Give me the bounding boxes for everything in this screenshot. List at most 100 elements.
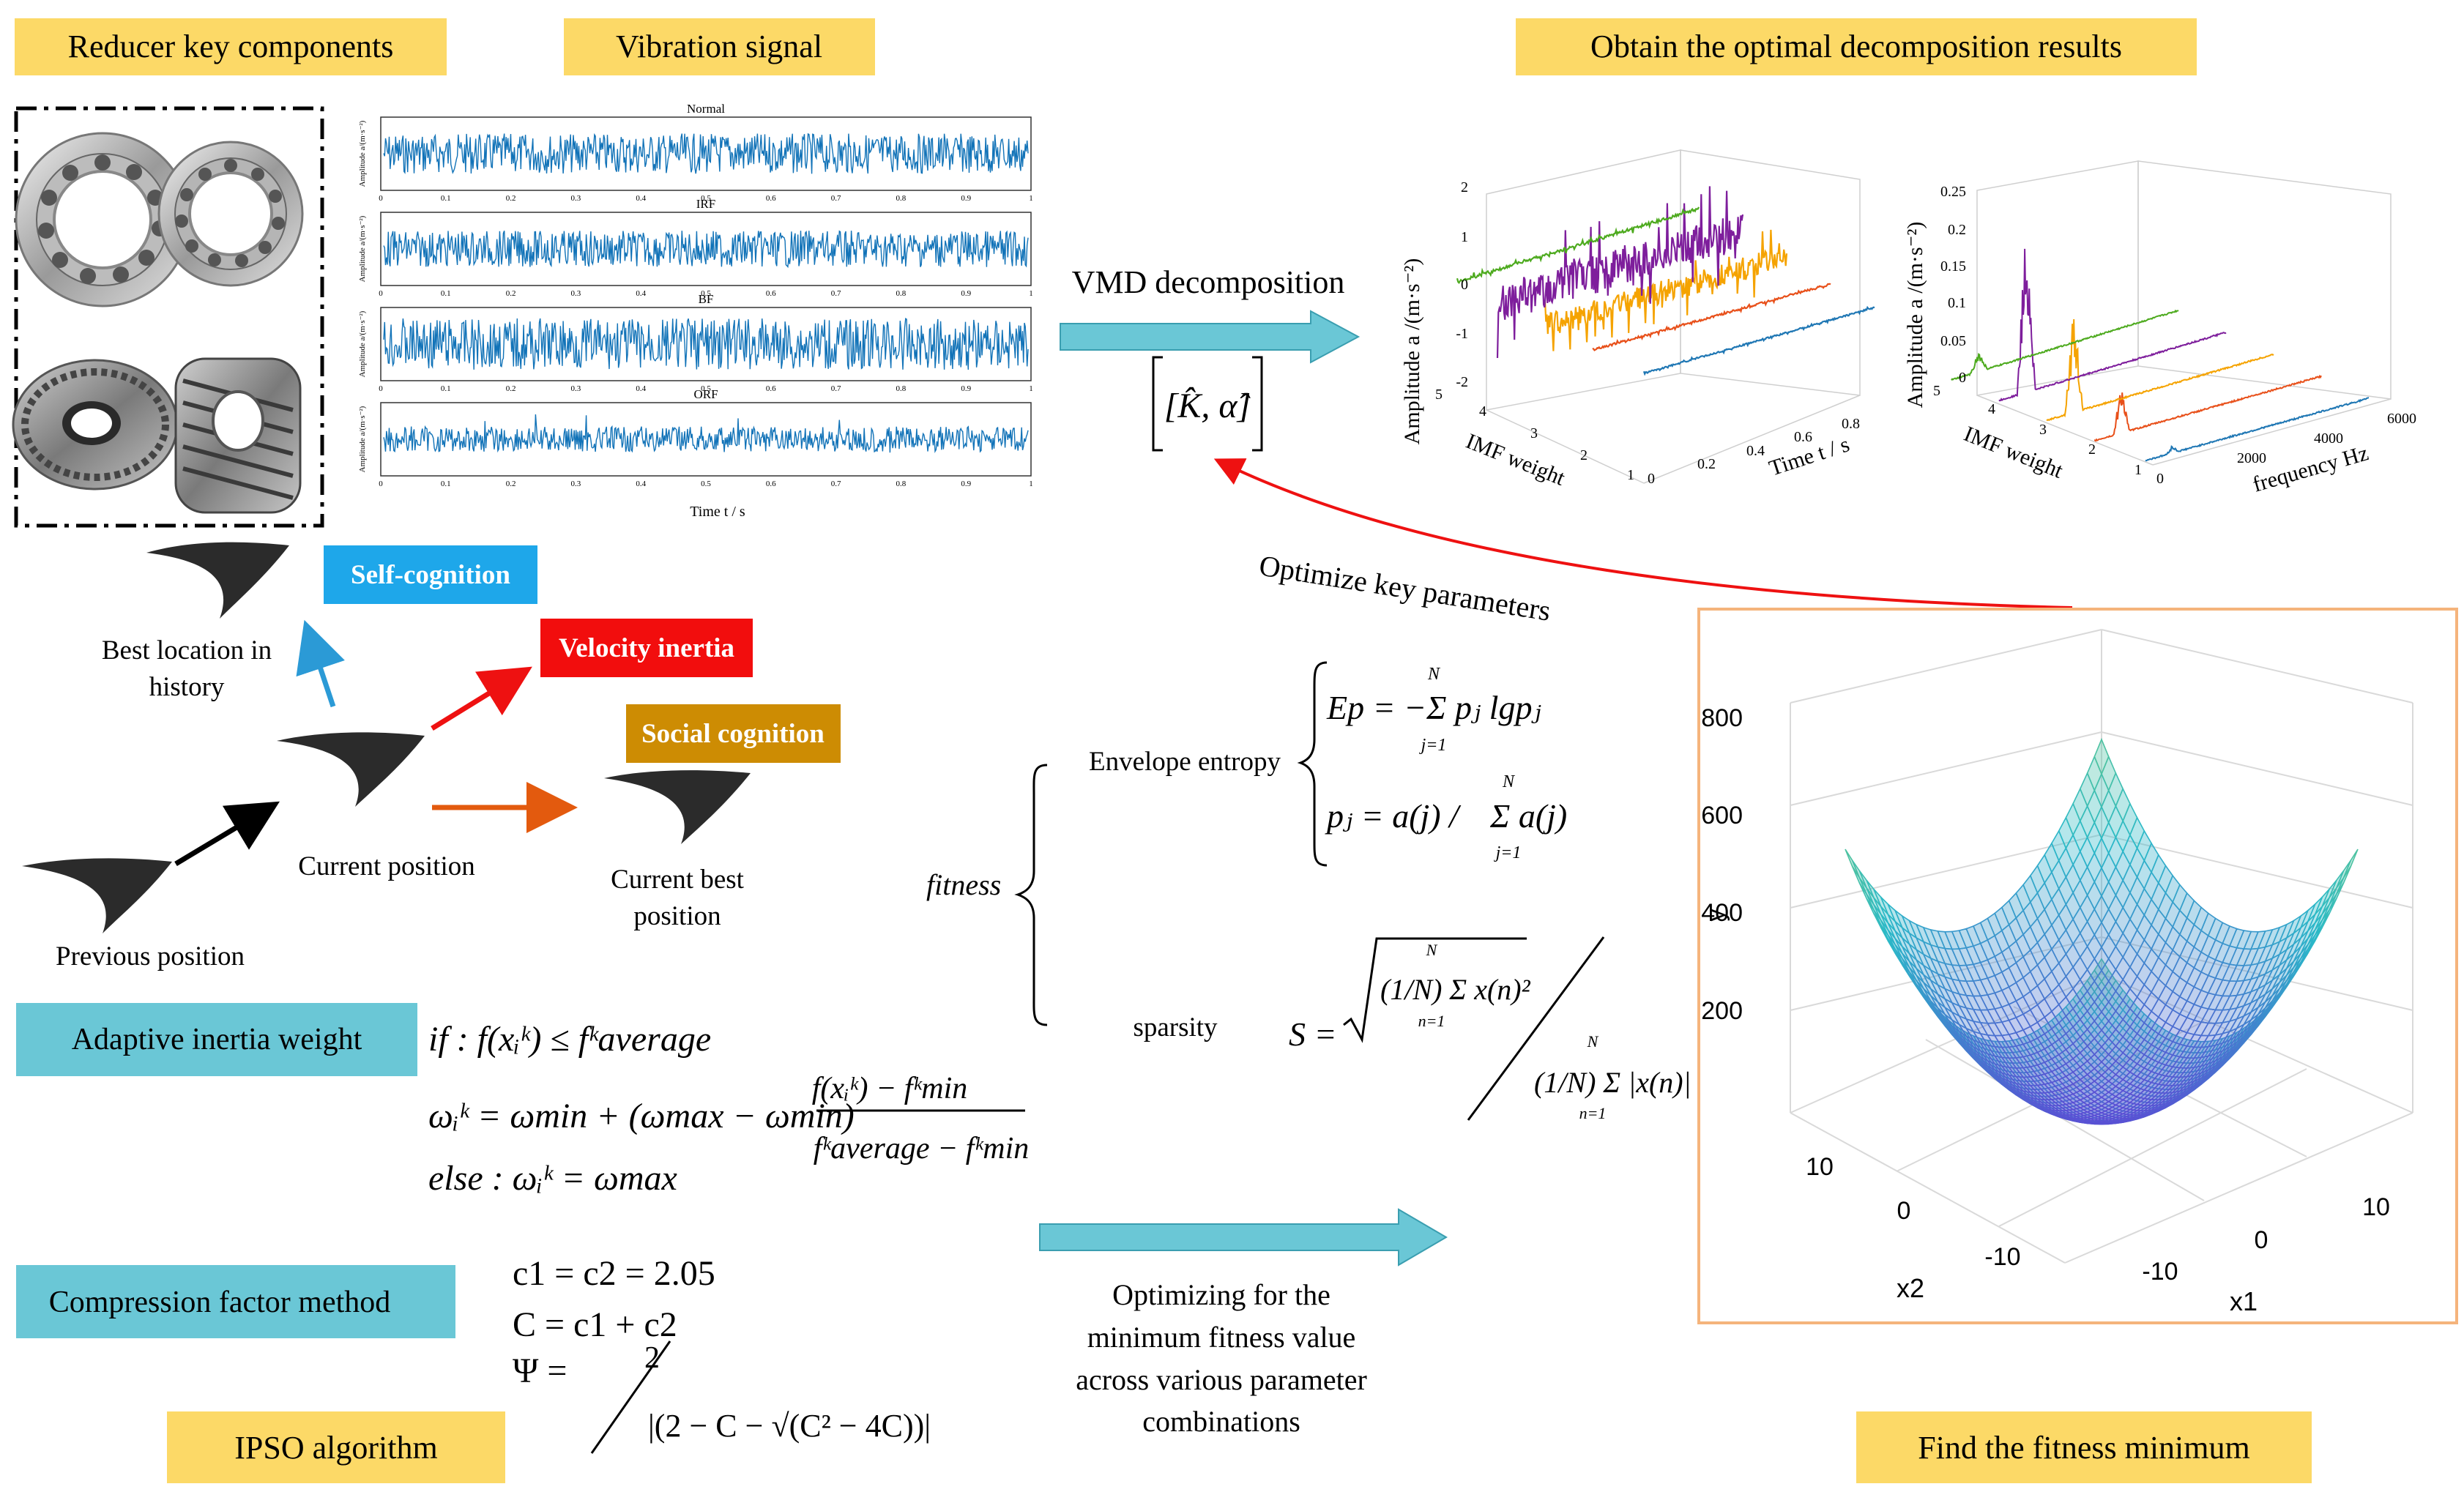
sparsity-denominator: (1/N) Σ |x(n)| — [1534, 1066, 1691, 1099]
bracket-right — [1252, 356, 1263, 452]
signal-panel-title: Normal — [687, 102, 725, 116]
surface-plot-panel: 800 600 400 200 -10 0 10 10 0 -10 y x2 x… — [1697, 608, 2458, 1324]
signal-panel-title: BF — [699, 292, 714, 306]
sparsity-label: sparsity — [1133, 1012, 1218, 1042]
adaptive-fraction-denominator: fᵏaverage − fᵏmin — [814, 1132, 1030, 1165]
surface-x2-tick: -10 — [1984, 1243, 2020, 1271]
signal-x-tick: 0.1 — [441, 194, 451, 203]
signal-x-tick: 0 — [379, 384, 383, 393]
bearing-small — [157, 141, 304, 287]
velocity-inertia-label: Velocity inertia — [559, 633, 734, 663]
imf-time-imf-tick: 5 — [1435, 387, 1443, 403]
signal-x-tick: 0.6 — [766, 384, 776, 393]
pj-sum-top: N — [1502, 772, 1516, 791]
imf-time-time-tick: 0.4 — [1746, 443, 1765, 459]
adaptive-inertia-label: Adaptive inertia weight — [72, 1023, 362, 1056]
signal-x-tick: 1 — [1029, 480, 1033, 488]
surface-x1-tick: 10 — [2362, 1193, 2390, 1221]
imf-time-imf-tick: 4 — [1479, 403, 1486, 419]
label-find-minimum: Find the fitness minimum — [1856, 1411, 2312, 1483]
signal-x-tick: 0.8 — [896, 289, 907, 298]
signal-x-tick: 0.8 — [896, 384, 907, 393]
surface-mesh — [1845, 737, 2359, 1125]
compression-fraction-slash — [590, 1340, 671, 1454]
particle-current — [277, 732, 425, 807]
current-position-text: Current position — [298, 851, 475, 881]
signal-x-tick: 0 — [379, 289, 383, 298]
pj-formula-sum: Σ a(j) — [1489, 797, 1567, 835]
surface-x2-label: x2 — [1897, 1273, 1924, 1303]
adaptive-formula-line1: if : f(xᵢᵏ) ≤ fᵏaverage — [428, 1020, 711, 1059]
imf-freq-imf-tick: 5 — [1933, 383, 1940, 399]
imf-time-series-3 — [1544, 229, 1788, 351]
imf-freq-freq-tick: 6000 — [2387, 411, 2416, 427]
imf-freq-freq-tick: 2000 — [2237, 450, 2266, 466]
entropy-formula: Ep = −Σ pⱼ lgpⱼ — [1326, 689, 1541, 726]
imf-time-z-tick: -1 — [1456, 326, 1468, 342]
signal-x-tick: 0.1 — [441, 384, 451, 393]
sparsity-numerator: (1/N) Σ x(n)² — [1380, 973, 1531, 1006]
imf-time-series-5 — [1456, 206, 1700, 284]
previous-position-text: Previous position — [56, 941, 245, 971]
compression-factor-label: Compression factor method — [49, 1286, 391, 1319]
signal-x-tick: 0.4 — [636, 384, 646, 393]
surface-x2-tick: 0 — [1897, 1197, 1911, 1225]
optimizing-text-4: combinations — [1142, 1405, 1300, 1438]
arrow-vmd — [1060, 310, 1361, 364]
imf-freq-imf-tick: 1 — [2134, 462, 2142, 478]
imf-time-z-tick: 1 — [1461, 229, 1468, 245]
imf-time-plot: Amplitude a /(m·s⁻²) 2 1 0 -1 -2 5 4 3 2… — [1400, 149, 1875, 491]
label-optimal-results: Obtain the optimal decomposition results — [1516, 18, 2197, 75]
entropy-sum-bottom: j=1 — [1419, 736, 1447, 755]
imf-time-series-4 — [1496, 186, 1744, 359]
signal-x-tick: 1 — [1029, 289, 1033, 298]
signal-x-tick: 0.9 — [961, 480, 971, 488]
signal-x-tick: 0.4 — [636, 480, 646, 488]
surface-axes-box — [1790, 629, 2413, 1264]
imf-time-time-tick: 0.2 — [1697, 456, 1716, 472]
best-location-text-2: history — [149, 672, 225, 702]
sparsity-num-sum-bottom: n=1 — [1418, 1012, 1445, 1030]
imf-freq-freq-label: frequency Hz — [2250, 441, 2371, 496]
signal-panel-title: IRF — [696, 197, 715, 211]
fitness-brace — [1014, 764, 1048, 1026]
arrow-velocity-inertia — [431, 666, 532, 731]
signal-x-tick: 0.8 — [896, 194, 907, 203]
sparsity-den-sum-top: N — [1587, 1032, 1599, 1051]
vibration-signal-text: Vibration signal — [616, 29, 822, 64]
compression-formula-line2: C = c1 + c2 — [513, 1305, 677, 1344]
compression-fraction-denominator: |(2 − C − √(C² − 4C))| — [648, 1408, 931, 1444]
imf-freq-z-tick: 0.1 — [1948, 295, 1966, 311]
surface-cell — [2093, 737, 2110, 776]
signal-waveform — [383, 133, 1029, 174]
signal-x-tick: 0.2 — [506, 289, 516, 298]
arrow-previous-to-current — [174, 801, 280, 867]
compression-factor-block: Compression factor method c1 = c2 = 2.05… — [16, 1254, 931, 1454]
ipso-algorithm-text: IPSO algorithm — [234, 1430, 437, 1466]
imf-time-z-tick: 0 — [1461, 277, 1468, 293]
adaptive-fraction-numerator: f(xᵢᵏ) − fᵏmin — [812, 1072, 968, 1105]
optimizing-text-1: Optimizing for the — [1112, 1278, 1330, 1311]
surface-x2-tick: 10 — [1806, 1153, 1834, 1181]
bearing-large — [15, 132, 190, 307]
signal-x-tick: 0.5 — [701, 194, 711, 203]
imf-freq-series-2 — [2093, 374, 2322, 442]
signal-x-tick: 0.6 — [766, 480, 776, 488]
signal-x-tick: 0.4 — [636, 194, 646, 203]
imf-time-series — [1456, 186, 1875, 376]
imf-freq-series-3 — [2046, 318, 2274, 422]
imf-freq-z-tick: 0.2 — [1948, 222, 1966, 238]
signal-x-tick: 0.9 — [961, 384, 971, 393]
imf-freq-series-5 — [1951, 309, 2179, 381]
signal-x-tick: 0.7 — [831, 289, 841, 298]
imf-time-z-label: Amplitude a /(m·s⁻²) — [1400, 258, 1424, 445]
vibration-signal-panels: Normal Amplitude a/(m·s⁻²) 0 0.1 0.2 0.3 0.4 0.… — [358, 102, 1033, 488]
vmd-params-text: [K̂, α̂] — [1164, 386, 1251, 425]
signal-x-tick: 0.7 — [831, 480, 841, 488]
imf-freq-z-tick: 0.15 — [1940, 258, 1966, 275]
imf-freq-z-tick: 0.05 — [1940, 333, 1966, 349]
imf-time-series-2 — [1592, 283, 1831, 351]
reducer-components-text: Reducer key components — [68, 29, 394, 64]
imf-time-time-tick: 0.6 — [1794, 429, 1812, 445]
imf-time-imf-tick: 1 — [1627, 467, 1634, 483]
